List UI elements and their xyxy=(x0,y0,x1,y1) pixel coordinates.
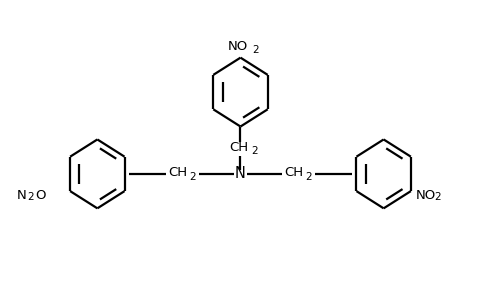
Text: 2: 2 xyxy=(251,147,258,156)
Text: CH: CH xyxy=(228,141,248,154)
Text: O: O xyxy=(35,189,45,202)
Text: 2: 2 xyxy=(305,172,312,182)
Text: 2: 2 xyxy=(433,193,440,202)
Text: CH: CH xyxy=(168,166,187,179)
Text: 2: 2 xyxy=(189,172,195,182)
Text: NO: NO xyxy=(228,40,248,53)
Text: 2: 2 xyxy=(27,193,34,202)
Text: N: N xyxy=(17,189,26,202)
Text: NO: NO xyxy=(415,189,435,202)
Text: N: N xyxy=(235,167,245,181)
Text: CH: CH xyxy=(284,166,303,179)
Text: 2: 2 xyxy=(252,45,258,55)
